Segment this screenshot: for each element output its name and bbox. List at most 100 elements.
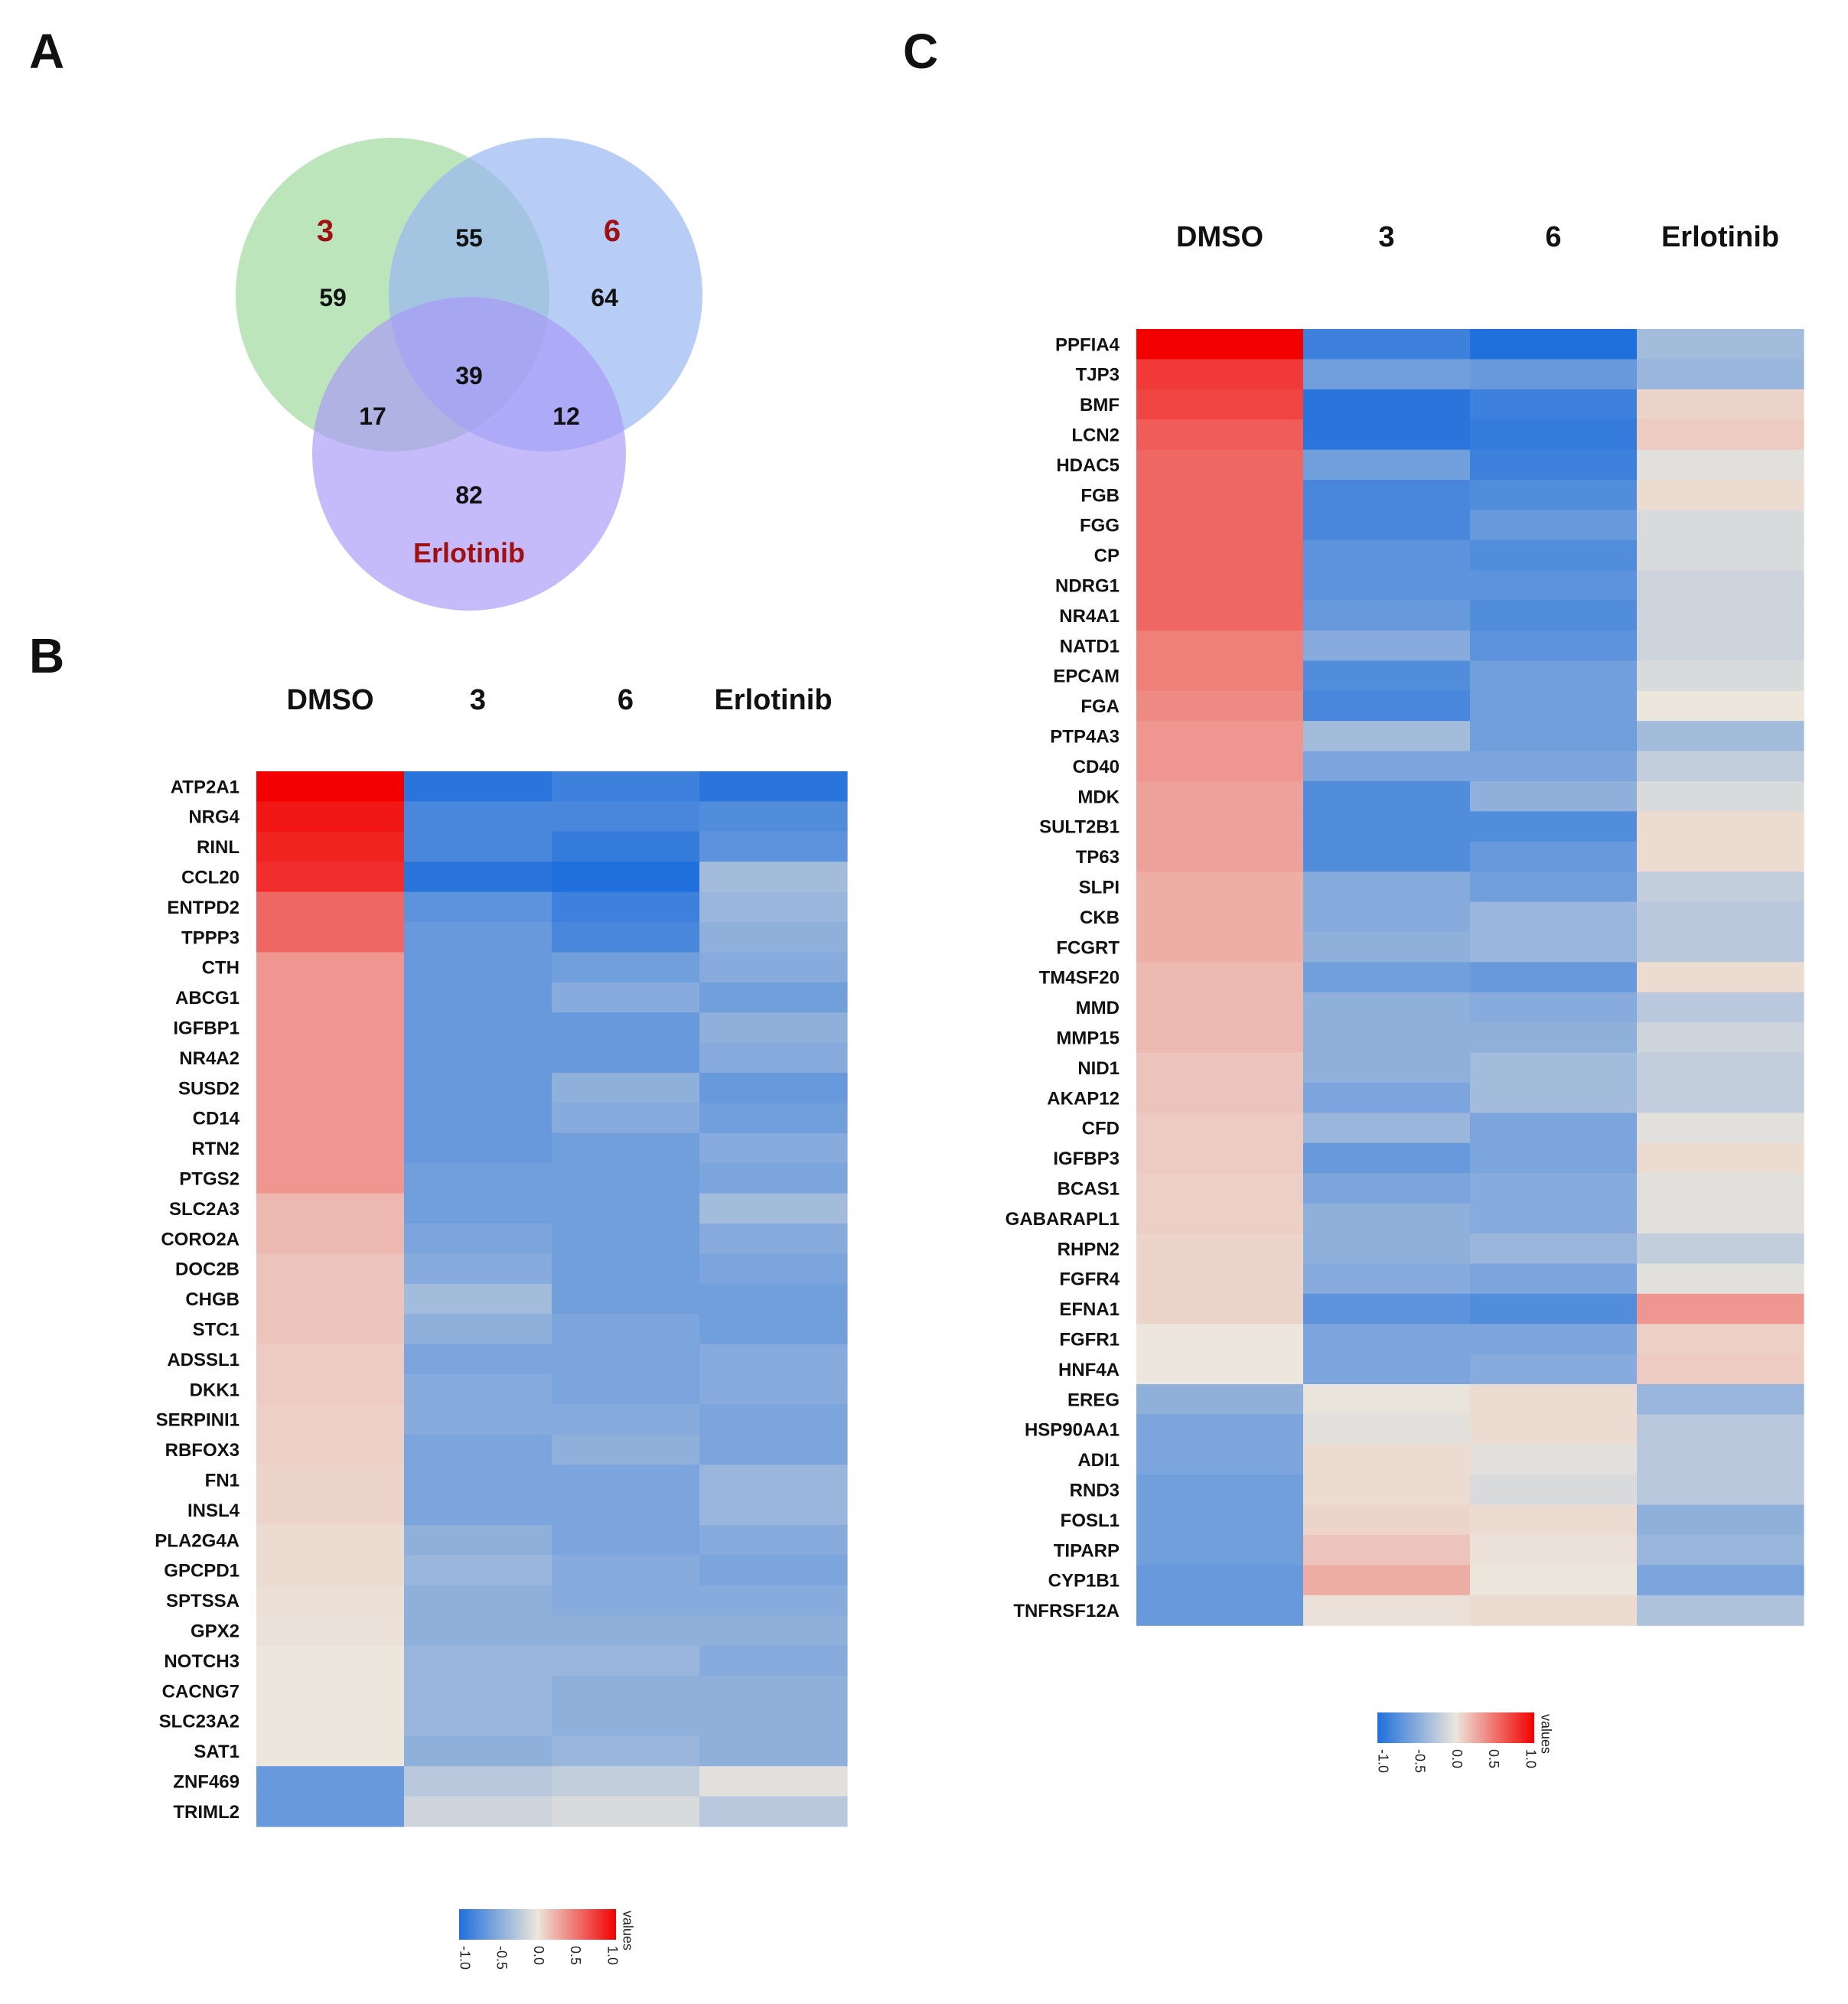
heatmap-cell [404, 1012, 552, 1044]
heatmap-cell [1136, 1444, 1304, 1475]
heatmap-column-header: DMSO [1176, 221, 1263, 253]
heatmap-cell [1637, 510, 1804, 541]
heatmap-cell [1637, 1113, 1804, 1144]
heatmap-cell [404, 801, 552, 833]
heatmap-cell [1470, 1324, 1638, 1355]
heatmap-row-label: MMP15 [1056, 1028, 1120, 1049]
heatmap-cell [1303, 480, 1471, 510]
heatmap-cell [699, 1766, 848, 1797]
heatmap-cell [1303, 449, 1471, 481]
heatmap-cell [552, 831, 700, 862]
heatmap-column-header: 3 [1378, 221, 1394, 253]
heatmap-row-label: SLPI [1079, 878, 1120, 898]
heatmap-cell [1136, 841, 1304, 872]
heatmap-row-label: BCAS1 [1058, 1179, 1120, 1200]
heatmap-cell [1470, 1173, 1638, 1204]
heatmap-cell [1303, 1083, 1471, 1113]
heatmap-cell [256, 1796, 405, 1827]
heatmap-cell [1303, 1173, 1471, 1204]
heatmap-cell [1470, 901, 1638, 933]
heatmap-c: DMSO 3 6 Erlotinib PPFIA4 TJP3 BMF LCN2 HDAC5 FGB… [1005, 221, 1804, 1773]
legend-colorbar [1377, 1712, 1534, 1743]
heatmap-cell [404, 1735, 552, 1767]
legend-tick-label: 0.5 [568, 1946, 583, 1965]
heatmap-cell [256, 1676, 405, 1706]
heatmap-cell [404, 1404, 552, 1435]
heatmap-cell [404, 1253, 552, 1285]
heatmap-row-label: HDAC5 [1056, 455, 1120, 476]
heatmap-cell [1303, 962, 1471, 993]
heatmap-cell [552, 1434, 700, 1465]
heatmap-cell [699, 1132, 848, 1164]
heatmap-cell [1470, 1083, 1638, 1113]
heatmap-row-label: PPFIA4 [1055, 334, 1120, 355]
heatmap-cell [552, 1494, 700, 1526]
heatmap-cell [1470, 480, 1638, 510]
heatmap-cell [699, 922, 848, 953]
heatmap-cell [1637, 1324, 1804, 1355]
heatmap-cell [552, 1012, 700, 1044]
heatmap-cell [699, 1283, 848, 1315]
heatmap-cell [404, 1073, 552, 1103]
heatmap-cell [552, 1253, 700, 1285]
heatmap-cell [1303, 1203, 1471, 1234]
heatmap-cell [404, 1163, 552, 1194]
heatmap-row-label: NATD1 [1060, 636, 1120, 657]
heatmap-cell [404, 1645, 552, 1677]
heatmap-cell [552, 1706, 700, 1737]
heatmap-cell [404, 1434, 552, 1465]
heatmap-cell [256, 952, 405, 983]
heatmap-row-label: ZNF469 [173, 1772, 240, 1793]
heatmap-cell [552, 1103, 700, 1134]
heatmap-cell [256, 1706, 405, 1737]
heatmap-row-label: PLA2G4A [155, 1530, 240, 1551]
heatmap-cell [1303, 631, 1471, 661]
heatmap-cell [1470, 539, 1638, 571]
heatmap-row-label: INSL4 [187, 1501, 240, 1521]
heatmap-cell [552, 952, 700, 983]
heatmap-cell [1303, 389, 1471, 420]
venn-circle-erlotinib [312, 297, 626, 611]
heatmap-cell [1136, 1535, 1304, 1566]
heatmap-cell [1637, 449, 1804, 481]
heatmap-cell [256, 1073, 405, 1103]
heatmap-row-label: RHPN2 [1058, 1239, 1120, 1259]
heatmap-row-label: TJP3 [1076, 365, 1120, 386]
heatmap-cell [552, 771, 700, 802]
legend-tick-label: 0.0 [531, 1946, 546, 1965]
heatmap-cell [404, 1193, 552, 1224]
heatmap-cell [699, 1344, 848, 1375]
heatmap-cell [404, 891, 552, 923]
heatmap-cell [256, 1434, 405, 1465]
heatmap-row-label: PTGS2 [179, 1169, 240, 1190]
heatmap-cell [1637, 1203, 1804, 1234]
heatmap-cell [404, 1494, 552, 1526]
heatmap-cell [1470, 359, 1638, 390]
heatmap-cell [1470, 751, 1638, 782]
heatmap-column-header: Erlotinib [714, 684, 832, 716]
heatmap-row-label: SLC2A3 [169, 1199, 240, 1220]
heatmap-cell [1303, 329, 1471, 360]
heatmap-cell [404, 831, 552, 862]
heatmap-cell [552, 922, 700, 953]
heatmap-cell [1303, 1384, 1471, 1415]
heatmap-row-label: NR4A2 [179, 1048, 240, 1069]
heatmap-cell [404, 1525, 552, 1556]
legend-tick-label: -1.0 [457, 1946, 472, 1970]
heatmap-row-label: MMD [1076, 998, 1120, 1018]
heatmap-cell [1136, 1113, 1304, 1144]
heatmap-cell [552, 1615, 700, 1647]
heatmap-cell [404, 1224, 552, 1254]
heatmap-cell [256, 1766, 405, 1797]
venn-count-3-and-6: 55 [455, 224, 483, 252]
heatmap-cell [1637, 1354, 1804, 1385]
heatmap-cell [1637, 389, 1804, 420]
heatmap-cell [1303, 1233, 1471, 1264]
venn-set-label-6: 6 [604, 214, 621, 248]
heatmap-cell [552, 801, 700, 833]
heatmap-cell [404, 862, 552, 893]
heatmap-cell [404, 1555, 552, 1586]
heatmap-row-label: FGFR1 [1059, 1330, 1120, 1351]
heatmap-cell [1136, 872, 1304, 903]
heatmap-row-label: FGG [1080, 516, 1120, 536]
